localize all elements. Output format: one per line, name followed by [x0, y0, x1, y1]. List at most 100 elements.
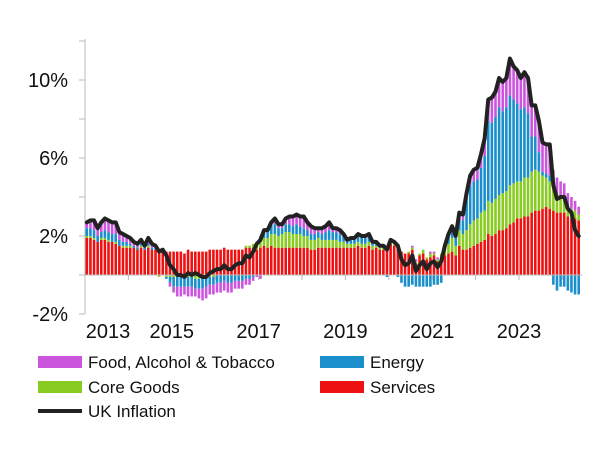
- bar-segment-services: [154, 249, 157, 275]
- bar-segment-services: [400, 251, 403, 275]
- bar-segment-core-goods: [515, 181, 519, 219]
- bar-segment-energy: [110, 234, 114, 242]
- bar-segment-core-goods: [555, 193, 559, 213]
- bar-segment-energy: [99, 232, 103, 238]
- bar-segment-energy: [175, 276, 179, 287]
- bar-segment-services: [530, 212, 533, 275]
- bar-segment-core-goods: [251, 243, 255, 248]
- bar-segment-energy: [465, 200, 468, 231]
- legend-label-energy: Energy: [370, 353, 424, 372]
- bar-segment-food-alcohol-tobacco: [320, 228, 324, 235]
- bar-segment-energy: [309, 234, 313, 240]
- bar-segment-services: [559, 212, 562, 275]
- bar-segment-energy: [273, 224, 277, 235]
- bar-segment-services: [385, 249, 389, 275]
- bar-segment-energy: [194, 278, 197, 289]
- bar-segment-core-goods: [342, 241, 345, 248]
- bar-segment-services: [505, 228, 508, 275]
- bar-segment-core-goods: [533, 169, 537, 211]
- y-tick-label: 10%: [28, 70, 68, 92]
- bar-segment-services: [472, 245, 476, 275]
- bar-segment-core-goods: [139, 245, 143, 248]
- bar-segment-energy: [132, 245, 136, 248]
- bar-segment-services: [175, 251, 179, 275]
- bar-segment-services: [566, 216, 570, 275]
- bar-segment-services: [190, 251, 193, 275]
- bar-segment-services: [99, 239, 103, 275]
- bar-segment-food-alcohol-tobacco: [175, 286, 179, 297]
- bar-segment-food-alcohol-tobacco: [179, 286, 183, 297]
- bar-segment-food-alcohol-tobacco: [324, 226, 327, 233]
- bar-segment-core-goods: [541, 175, 544, 209]
- bar-segment-energy: [411, 275, 414, 285]
- bar-segment-food-alcohol-tobacco: [197, 288, 201, 299]
- bar-segment-services: [396, 247, 400, 275]
- legend-swatch-food-alcohol-tobacco: [38, 356, 82, 368]
- bar-segment-core-goods: [128, 245, 132, 248]
- bar-segment-energy: [407, 275, 410, 287]
- bar-segment-services: [342, 247, 345, 275]
- bar-segment-services: [251, 247, 255, 275]
- bar-segment-food-alcohol-tobacco: [201, 288, 204, 301]
- bar-segment-services: [345, 247, 349, 275]
- bar-segment-core-goods: [497, 195, 501, 231]
- x-tick-label: 2023: [497, 321, 542, 343]
- bar-segment-food-alcohol-tobacco: [85, 222, 89, 229]
- bar-segment-energy: [468, 185, 472, 225]
- bar-segment-food-alcohol-tobacco: [172, 286, 175, 293]
- bar-segment-food-alcohol-tobacco: [309, 226, 313, 235]
- bar-segment-energy: [519, 109, 523, 182]
- bar-segment-energy: [288, 224, 291, 233]
- bar-segment-energy: [577, 275, 580, 295]
- bar-segment-energy: [490, 122, 494, 203]
- bar-segment-core-goods: [559, 195, 562, 213]
- legend-label-services: Services: [370, 378, 435, 397]
- bar-segment-core-goods: [121, 245, 125, 248]
- bar-segment-food-alcohol-tobacco: [295, 214, 298, 225]
- bar-segment-energy: [371, 243, 374, 246]
- bar-segment-core-goods: [573, 210, 577, 219]
- bar-segment-food-alcohol-tobacco: [494, 91, 497, 118]
- bar-segment-energy: [486, 120, 490, 201]
- bar-segment-energy: [212, 276, 215, 285]
- bar-segment-food-alcohol-tobacco: [89, 220, 92, 229]
- bar-segment-core-goods: [259, 241, 262, 248]
- bar-segment-energy: [356, 236, 360, 242]
- bar-segment-core-goods: [530, 171, 533, 213]
- bar-segment-energy: [450, 228, 454, 238]
- bar-segment-services: [526, 216, 530, 275]
- bar-segment-energy: [316, 232, 320, 238]
- bar-segment-services: [552, 210, 555, 275]
- bar-segment-core-goods: [327, 239, 331, 248]
- bar-segment-core-goods: [125, 245, 128, 248]
- bar-segment-core-goods: [302, 236, 306, 248]
- bar-segment-core-goods: [537, 171, 541, 211]
- bar-segment-food-alcohol-tobacco: [241, 280, 244, 289]
- bar-segment-energy: [327, 230, 331, 240]
- bar-segment-core-goods: [371, 245, 374, 250]
- bar-segment-core-goods: [461, 234, 465, 250]
- bar-segment-services: [215, 249, 219, 275]
- bar-segment-services: [269, 245, 273, 275]
- legend-label-core-goods: Core Goods: [88, 378, 180, 397]
- bar-segment-energy: [335, 232, 338, 240]
- bar-segment-core-goods: [548, 181, 552, 209]
- bar-segment-energy: [215, 275, 219, 283]
- bar-segment-core-goods: [363, 243, 367, 248]
- bar-segment-energy: [183, 276, 186, 287]
- bar-segment-services: [468, 247, 472, 275]
- bar-segment-core-goods: [244, 245, 248, 248]
- bar-segment-energy: [544, 173, 548, 178]
- bar-segment-food-alcohol-tobacco: [118, 232, 121, 240]
- bar-segment-energy: [284, 224, 288, 233]
- bar-segment-energy: [353, 239, 356, 244]
- bar-segment-core-goods: [472, 220, 476, 246]
- bar-segment-services: [548, 208, 552, 275]
- bar-segment-services: [392, 245, 396, 275]
- bar-segment-core-goods: [345, 243, 349, 248]
- bar-segment-energy: [555, 275, 559, 291]
- bar-segment-services: [515, 218, 519, 275]
- bar-segment-services: [244, 247, 248, 275]
- bar-segment-core-goods: [316, 237, 320, 248]
